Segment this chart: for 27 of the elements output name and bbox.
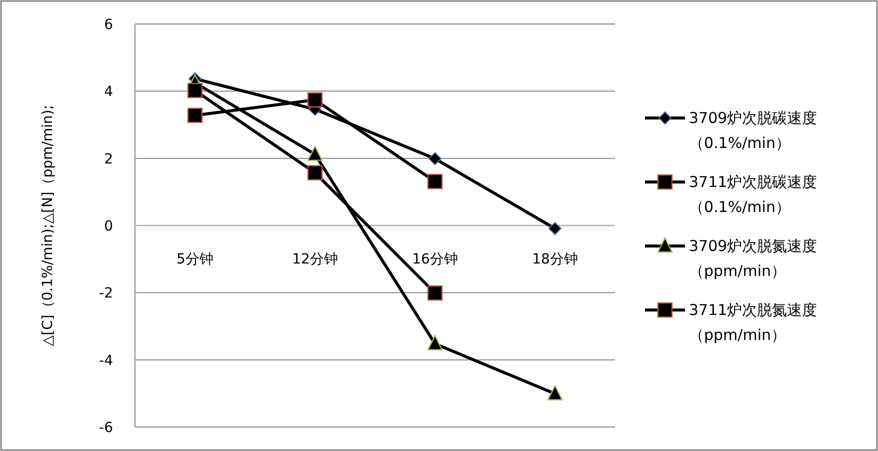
y-tick-label: 6: [104, 17, 114, 33]
point: [187, 82, 203, 98]
y-axis-title: △[C]（0.1%/min);△[N]（ppm/min);: [40, 104, 56, 346]
x-tick-label: 16分钟: [412, 252, 458, 268]
point: [307, 92, 323, 108]
y-tick-label: 2: [104, 151, 113, 168]
x-tick-label: 12分钟: [292, 252, 338, 268]
point: [307, 146, 323, 161]
y-tick-label: -6: [99, 420, 114, 436]
legend-label: 3711炉次脱碳速度（0.1%/min）: [689, 173, 818, 216]
point: [427, 285, 443, 301]
x-tick-label: 18分钟: [532, 252, 578, 268]
legend-label: 3709炉次脱氮速度（ppm/min）: [689, 237, 818, 280]
x-tick-label: 5分钟: [176, 252, 214, 268]
point: [427, 174, 443, 190]
y-tick-label: -2: [99, 286, 113, 302]
y-tick-label: 4: [104, 84, 114, 100]
point: [547, 385, 563, 400]
point: [548, 222, 562, 236]
point: [307, 165, 323, 180]
point: [427, 335, 443, 350]
legend-label: 3711炉次脱氮速度（ppm/min）: [689, 301, 818, 344]
y-tick-label: -4: [99, 352, 114, 369]
legend-label: 3709炉次脱碳速度（0.1%/min）: [689, 109, 818, 152]
point: [187, 108, 203, 123]
point: [428, 152, 442, 166]
y-tick-label: 0: [104, 218, 113, 234]
